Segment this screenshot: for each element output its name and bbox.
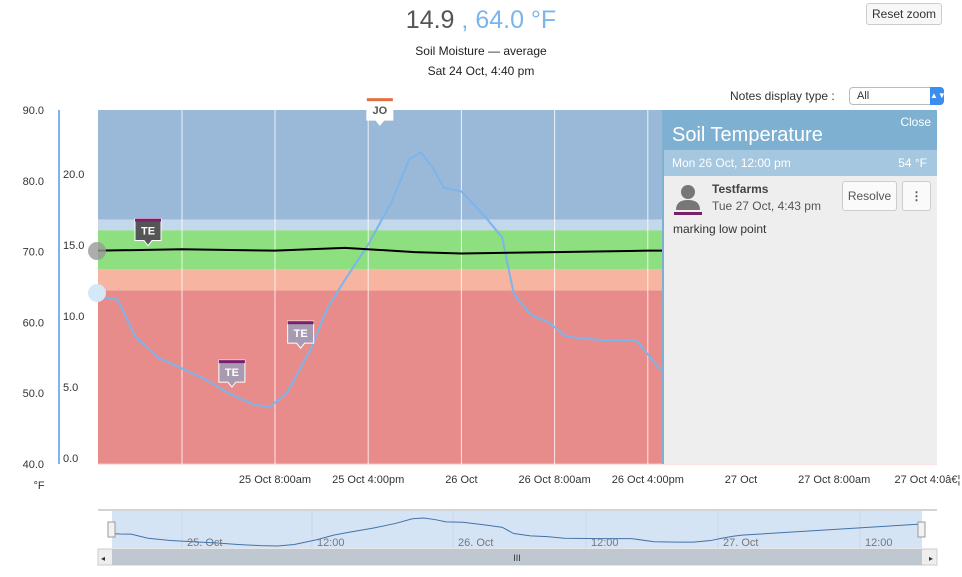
threshold-band — [98, 110, 662, 220]
notes-display-label: Notes display type : — [730, 89, 835, 103]
flag-shape — [218, 359, 246, 388]
flag-shape — [366, 97, 394, 126]
note-time: Tue 27 Oct, 4:43 pm — [712, 199, 821, 213]
navigator-label: 12:00 — [591, 537, 619, 549]
y-left-tick-label: 90.0 — [23, 105, 44, 117]
navigator-label: 26. Oct — [458, 537, 493, 549]
scroll-left-arrow[interactable]: ◂ — [101, 554, 105, 563]
moisture-hover-marker — [88, 242, 106, 260]
panel-edge — [662, 110, 665, 464]
avatar-icon — [674, 185, 702, 215]
y-right-tick-label: 5.0 — [63, 382, 78, 394]
navigator-label: 25. Oct — [187, 537, 222, 549]
hover-values: 14.9 , 64.0 °F — [0, 6, 962, 35]
x-tick-label: 27 Oct 8:00am — [798, 474, 870, 486]
note-date: Mon 26 Oct, 12:00 pm — [672, 156, 791, 170]
scroll-right-arrow[interactable]: ▸ — [929, 554, 933, 563]
scrollbar-thumb[interactable] — [112, 549, 922, 565]
x-tick-label: 26 Oct 8:00am — [519, 474, 591, 486]
series-label: Soil Moisture — average — [415, 44, 547, 58]
note-panel-subheader: Mon 26 Oct, 12:00 pm 54 °F — [664, 150, 937, 176]
more-options-button[interactable]: ⋮ — [902, 181, 931, 211]
y-right-tick-label: 0.0 — [63, 453, 78, 465]
x-tick-label: 27 Oct 4:0â€¦ — [894, 474, 960, 486]
flag-label: TE — [225, 367, 239, 379]
temp-hover-marker — [88, 284, 106, 302]
annotation-flag[interactable]: JO — [366, 97, 394, 126]
annotation-flag[interactable]: TE — [287, 320, 315, 349]
note-value: 54 °F — [898, 156, 927, 170]
moisture-value: 14.9 — [405, 6, 455, 34]
threshold-band — [98, 290, 662, 464]
annotation-flag[interactable]: TE — [134, 218, 162, 247]
flag-color-bar — [218, 360, 245, 364]
annotation-flag[interactable]: TE — [218, 359, 246, 388]
note-panel: Soil Temperature Close Mon 26 Oct, 12:00… — [664, 110, 937, 464]
note-panel-title: Soil Temperature — [672, 124, 823, 146]
navigator-label: 12:00 — [317, 537, 345, 549]
flag-shape — [134, 218, 162, 247]
select-arrows-icon: ▲▼ — [930, 87, 946, 105]
navigator-line — [111, 517, 923, 547]
hover-timestamp: Sat 24 Oct, 4:40 pm — [427, 64, 535, 78]
notes-display-select[interactable]: All ▲▼ — [849, 87, 946, 105]
x-tick-label: 27 Oct — [725, 474, 757, 486]
y-left-tick-label: 80.0 — [23, 176, 44, 188]
note-author: Testfarms — [712, 182, 769, 196]
flag-color-bar — [135, 218, 162, 222]
x-tick-label: 25 Oct 8:00am — [239, 474, 311, 486]
flag-label: TE — [294, 328, 308, 340]
navigator-handle[interactable] — [107, 521, 116, 538]
y-right-tick-label: 20.0 — [63, 169, 84, 181]
resolve-button[interactable]: Resolve — [842, 181, 897, 211]
navigator-label: 12:00 — [865, 537, 893, 549]
navigator-selection — [112, 511, 922, 548]
y-left-tick-label: 40.0 — [23, 459, 44, 471]
y-left-unit: °F — [33, 480, 44, 492]
flag-color-bar — [287, 321, 314, 325]
threshold-band — [98, 269, 662, 291]
navigator-label: 27. Oct — [723, 537, 758, 549]
scrollbar-grip: III — [513, 553, 521, 563]
flag-color-bar — [366, 98, 393, 102]
temp-value: 64.0 °F — [475, 6, 557, 34]
flag-label: JO — [373, 105, 388, 117]
y-left-tick-label: 60.0 — [23, 317, 44, 329]
navigator-handle[interactable] — [917, 521, 926, 538]
note-text: marking low point — [673, 222, 767, 236]
flag-shape — [287, 320, 315, 349]
y-right-tick-label: 10.0 — [63, 311, 84, 323]
y-right-tick-label: 15.0 — [63, 240, 84, 252]
x-tick-label: 26 Oct — [445, 474, 477, 486]
flag-label: TE — [141, 226, 155, 238]
close-button[interactable]: Close — [900, 115, 931, 129]
y-left-tick-label: 50.0 — [23, 388, 44, 400]
notes-selected: All — [857, 90, 870, 102]
note-panel-header: Soil Temperature Close — [664, 110, 937, 150]
y-left-tick-label: 70.0 — [23, 247, 44, 259]
x-tick-label: 25 Oct 4:00pm — [332, 474, 404, 486]
moisture-line — [97, 246, 751, 255]
separator: , — [454, 6, 476, 34]
reset-zoom-button[interactable]: Reset zoom — [866, 3, 942, 25]
x-tick-label: 26 Oct 4:00pm — [612, 474, 684, 486]
